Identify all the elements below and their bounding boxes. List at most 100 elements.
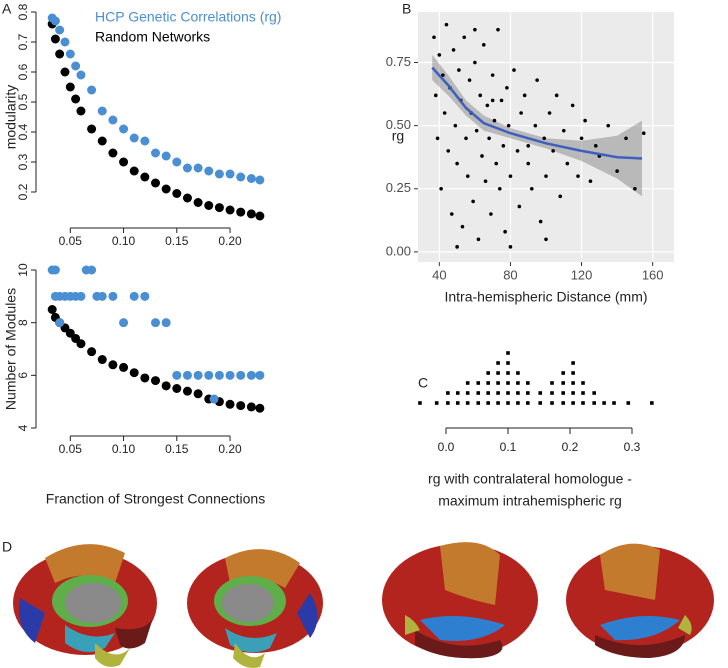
point (451, 48, 456, 52)
point (535, 78, 539, 82)
dot (486, 381, 490, 385)
legend-entry: HCP Genetic Correlations (rg) (95, 9, 281, 25)
point (496, 27, 500, 32)
point (529, 186, 534, 191)
point (246, 370, 256, 380)
dot (561, 391, 565, 395)
confidence-band (432, 54, 642, 197)
y-tick-label: 0.7 (16, 33, 30, 50)
y-axis-label: rg (392, 128, 404, 144)
y-tick-label: 0.8 (16, 3, 30, 20)
x-tick-label: 0.10 (112, 234, 136, 248)
point (97, 136, 107, 146)
dot (506, 391, 510, 395)
point (76, 106, 86, 116)
point (140, 291, 150, 301)
dot (612, 401, 616, 405)
point (473, 60, 477, 65)
dot (550, 381, 554, 385)
plot-panel (418, 12, 674, 262)
legend-entry: Random Networks (95, 29, 210, 45)
brain-medial-left (13, 544, 157, 667)
dot (592, 401, 596, 405)
point (583, 118, 587, 123)
dot (506, 361, 510, 365)
x-axis-label: Franction of Strongest Connections (46, 491, 265, 507)
point (526, 144, 531, 148)
point (172, 384, 182, 393)
x-tick-label: 0.15 (165, 442, 189, 456)
point (236, 370, 246, 380)
point (455, 161, 459, 166)
point (497, 186, 502, 191)
point (471, 199, 475, 204)
dot (506, 401, 510, 405)
point (161, 184, 171, 194)
point (624, 136, 628, 141)
point (462, 35, 467, 40)
point (508, 245, 513, 249)
point (476, 237, 481, 242)
x-tick-label: 0.2 (562, 440, 579, 454)
point (517, 204, 522, 209)
point (97, 106, 107, 116)
point (473, 27, 477, 32)
dot (550, 391, 554, 395)
point (47, 305, 57, 314)
point (60, 37, 70, 47)
point (441, 73, 445, 77)
point (65, 82, 75, 92)
point (485, 103, 490, 108)
panel-letter: A (2, 1, 12, 17)
point (467, 78, 472, 82)
dot (496, 391, 500, 395)
dot (516, 381, 520, 385)
fit-line (431, 66, 643, 160)
point (435, 136, 440, 141)
dot (550, 401, 554, 405)
point (225, 205, 235, 215)
point (449, 212, 454, 216)
point (97, 291, 107, 301)
y-tick-label: 0.3 (16, 153, 30, 170)
x-tick-label: 120 (571, 267, 593, 282)
x-axis-label: Intra-hemispheric Distance (mm) (444, 289, 647, 305)
dot (506, 381, 510, 385)
y-tick-label: 10 (16, 263, 30, 277)
dot (526, 381, 530, 385)
point (481, 43, 486, 47)
dot (486, 371, 490, 375)
point (76, 70, 86, 80)
point (225, 169, 235, 179)
point (50, 34, 60, 44)
point (140, 172, 150, 182)
point (492, 118, 497, 123)
point (432, 35, 436, 40)
y-tick-label: 0.6 (16, 63, 30, 80)
point (474, 128, 479, 133)
point (76, 291, 86, 301)
point (494, 161, 499, 166)
point (570, 103, 575, 108)
point (641, 131, 646, 136)
point (193, 163, 203, 173)
point (50, 16, 60, 26)
x-tick-label: 0.1 (500, 440, 517, 454)
point (505, 85, 509, 90)
x-tick-label: 0.3 (624, 440, 641, 454)
dot (446, 391, 450, 395)
point (236, 401, 246, 411)
y-tick-label: 0.25 (386, 180, 411, 195)
point (453, 123, 458, 128)
point (489, 212, 493, 216)
point (439, 186, 443, 191)
point (483, 179, 488, 183)
point (55, 49, 65, 59)
x-tick-label: 0.20 (218, 234, 242, 248)
dot (418, 401, 422, 405)
point (508, 174, 513, 178)
point (522, 93, 527, 98)
dot (516, 391, 520, 395)
point (490, 98, 495, 103)
